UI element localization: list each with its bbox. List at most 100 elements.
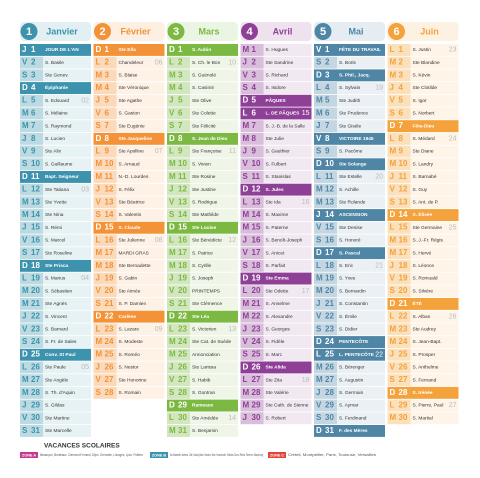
holiday-row (93, 310, 165, 323)
day-row (20, 399, 91, 412)
day-number: 25 (399, 350, 408, 359)
day-cell (387, 69, 411, 82)
saint-name: S. Pascal (339, 250, 360, 256)
day-cell (240, 171, 264, 183)
day-row (93, 285, 165, 298)
day-number: 22 (178, 312, 187, 321)
day-letter: M (243, 121, 250, 130)
saint-name: Ste Ida (266, 199, 282, 205)
holiday-row (314, 209, 385, 221)
day-cell (314, 221, 337, 234)
saint-name: S. Irénée (413, 390, 433, 396)
day-number: 17 (252, 248, 261, 257)
day-cell (93, 69, 117, 82)
saint-name: Ste Larissa (192, 365, 216, 371)
day-letter: M (169, 350, 176, 359)
month-number: 4 (246, 26, 253, 38)
holiday-row (240, 183, 312, 196)
day-number: 20 (31, 286, 40, 295)
day-row (387, 336, 459, 348)
day-cell (314, 183, 337, 196)
day-letter: M (390, 159, 397, 168)
day-letter: D (390, 121, 396, 130)
day-cell (20, 209, 43, 221)
day-number: 8 (325, 134, 330, 143)
day-cell (93, 145, 117, 158)
day-letter: M (96, 248, 103, 257)
day-row (314, 107, 385, 120)
day-letter: M (22, 210, 29, 219)
day-cell (314, 298, 337, 310)
day-letter: D (22, 83, 28, 92)
day-letter: V (390, 96, 396, 105)
day-number: 1 (178, 45, 183, 54)
day-letter: J (243, 324, 247, 333)
day-letter: V (243, 337, 249, 346)
day-number: 6 (178, 108, 183, 117)
day-number: 7 (399, 121, 404, 130)
day-row (240, 374, 312, 387)
saint-name: Ste Valérie (266, 390, 289, 396)
holiday-row (167, 399, 238, 412)
day-letter: J (243, 235, 247, 244)
saint-name: Annonciation (192, 352, 220, 358)
day-number: 24 (178, 337, 187, 346)
day-cell (20, 425, 43, 437)
saint-name: S. Anselme (266, 301, 291, 307)
day-row (93, 107, 165, 120)
day-number: 29 (252, 401, 261, 410)
saint-name: Ste Clémence (192, 301, 222, 307)
day-number: 9 (325, 147, 330, 156)
day-number: 8 (252, 134, 257, 143)
day-letter: M (390, 235, 397, 244)
day-letter: M (96, 337, 103, 346)
day-row (240, 82, 312, 94)
saint-name: S. Jules (266, 187, 284, 193)
day-number: 2 (325, 58, 330, 67)
day-row (93, 374, 165, 387)
day-number: 13 (399, 197, 408, 206)
saint-name: Ste Ella (119, 47, 137, 53)
day-cell (93, 272, 117, 285)
day-row (240, 120, 312, 133)
day-cell (167, 298, 190, 310)
day-cell (387, 234, 411, 247)
day-cell (387, 145, 411, 158)
zone-cities: Créteil, Montpellier, Paris, Toulouse, V… (288, 453, 376, 457)
day-row (314, 374, 385, 387)
day-number: 20 (252, 286, 261, 295)
day-cell (93, 247, 117, 260)
day-cell (387, 285, 411, 298)
day-row (167, 247, 238, 260)
saint-name: S. Sébastien (45, 288, 73, 294)
day-row (20, 209, 91, 221)
saint-name: Ste Cath. de Sienne (266, 403, 309, 409)
day-cell (387, 107, 411, 120)
day-cell (387, 171, 411, 183)
day-cell (240, 323, 264, 336)
day-row (93, 145, 165, 158)
day-row (167, 361, 238, 374)
day-letter: D (96, 45, 102, 54)
saint-name: S. Bernardin (339, 288, 366, 294)
day-number: 21 (105, 299, 114, 308)
day-cell (240, 247, 264, 260)
day-letter: V (390, 362, 396, 371)
day-number: 28 (31, 388, 40, 397)
saint-name: S. Romuald (413, 276, 438, 282)
holiday-row (314, 158, 385, 171)
day-number: 23 (105, 324, 114, 333)
day-letter: J (169, 96, 173, 105)
day-row (240, 386, 312, 399)
saint-name: Ste Rolande (339, 199, 366, 205)
day-cell (20, 272, 43, 285)
day-cell (240, 145, 264, 158)
saint-name: S. Maxime (266, 212, 289, 218)
day-number: 13 (252, 197, 261, 206)
saint-name: S. Gontran (192, 390, 216, 396)
day-row (167, 69, 238, 82)
day-letter: D (243, 96, 249, 105)
day-letter: S (316, 147, 322, 156)
saint-name: S. Parfait (266, 263, 286, 269)
day-cell (240, 69, 264, 82)
